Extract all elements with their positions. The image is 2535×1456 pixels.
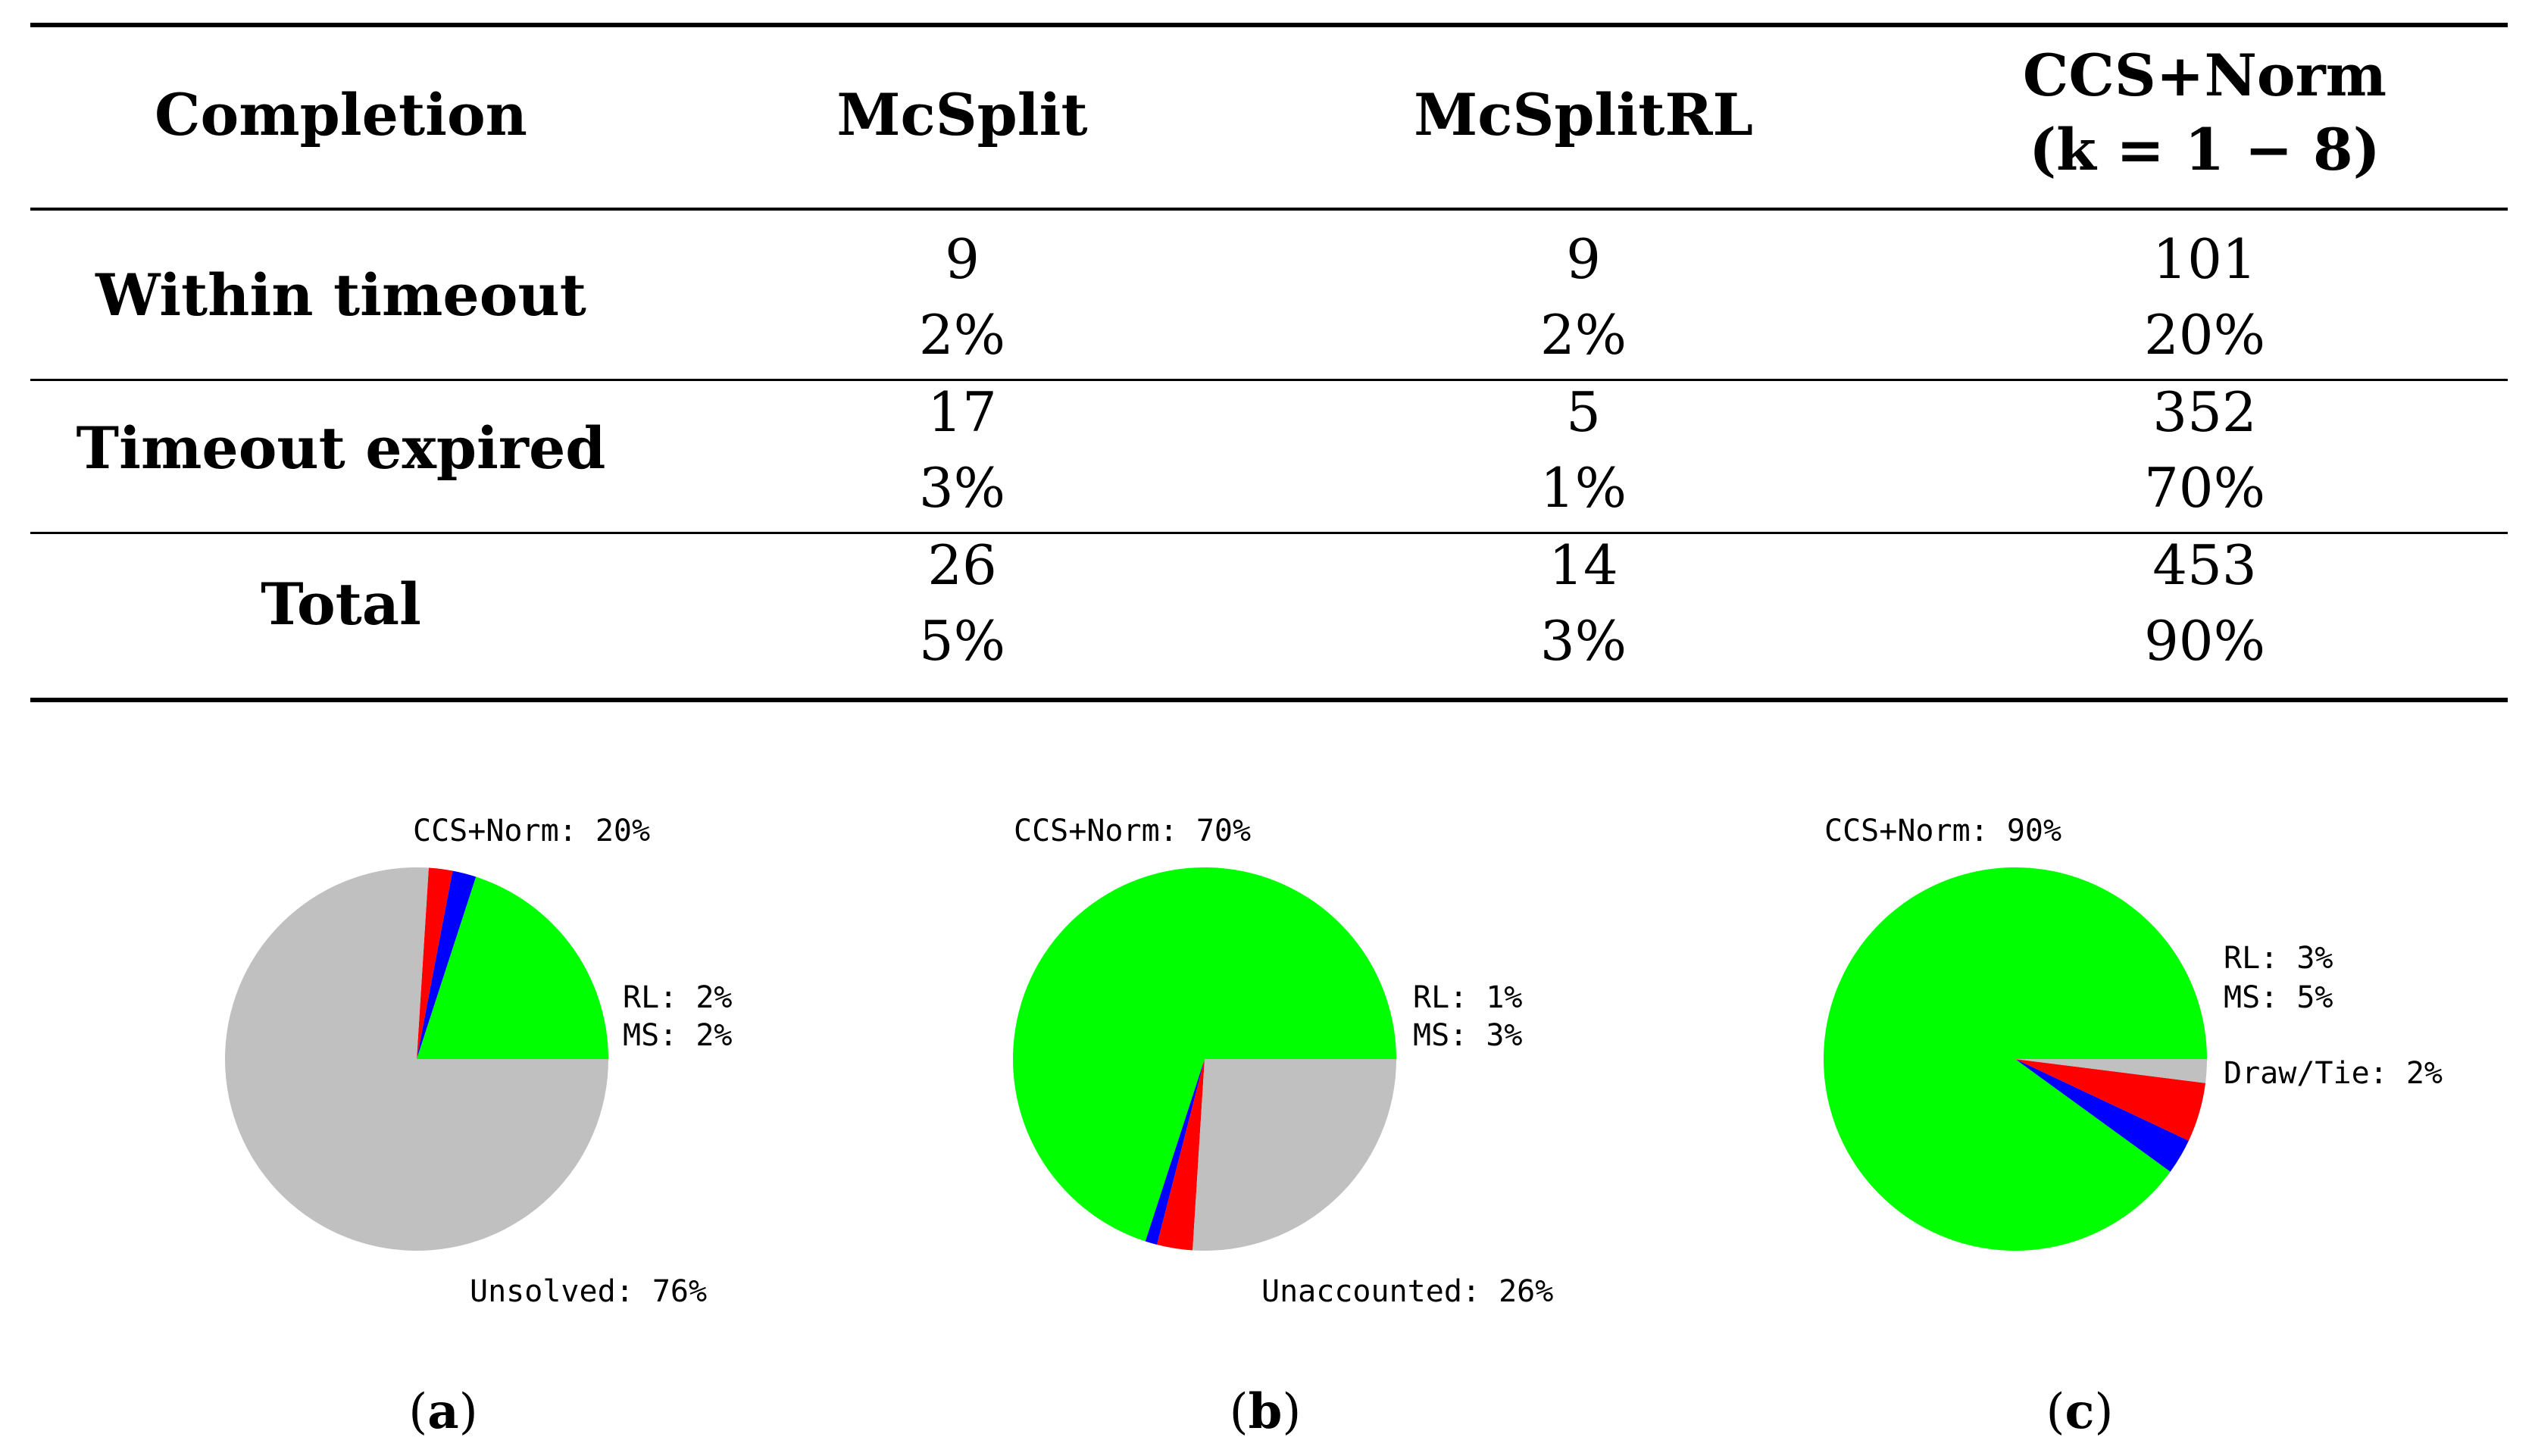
cell-count: 5	[1566, 380, 1601, 444]
pie-label: Unsolved: 76%	[470, 1274, 707, 1309]
pie-label: MS: 5%	[2224, 980, 2333, 1015]
row-label-timeout-expired: Timeout expired	[76, 414, 606, 482]
pie-label: CCS+Norm: 70%	[1014, 814, 1251, 848]
pie-label: Draw/Tie: 2%	[2224, 1056, 2443, 1091]
cell-pct: 20%	[2143, 303, 2266, 367]
bottom-rule	[30, 698, 2508, 702]
pie-label: CCS+Norm: 90%	[1824, 814, 2061, 848]
cell-count: 26	[927, 533, 997, 597]
pie-slice-ms	[1157, 1059, 1205, 1251]
pie-label: MS: 2%	[623, 1018, 733, 1053]
pie-slice-rl	[2015, 1059, 2189, 1172]
pie-slice-rl	[417, 870, 477, 1059]
cell-pct: 3%	[918, 456, 1006, 520]
pie-slice-draw-tie	[2015, 1059, 2207, 1083]
pie-label: RL: 3%	[2224, 941, 2333, 976]
pie-slice-ms	[2015, 1059, 2206, 1141]
pie-slice-unaccounted	[1192, 1059, 1397, 1251]
pie-slice-ccs-norm	[1013, 867, 1396, 1242]
cell-count: 14	[1549, 533, 1618, 597]
top-rule	[30, 23, 2508, 27]
row-rule-2	[30, 532, 2508, 534]
pie-caption: (a)	[408, 1383, 477, 1440]
cell-pct: 2%	[918, 303, 1006, 367]
pie-caption: (c)	[2046, 1383, 2114, 1440]
pie-label: MS: 3%	[1413, 1018, 1523, 1053]
cell-pct: 90%	[2143, 609, 2266, 673]
row-label-total: Total	[261, 570, 421, 638]
pie-charts: CCS+Norm: 20% RL: 2%MS: 2% Unsolved: 76% (a…	[225, 814, 2443, 1440]
cell-count: 9	[945, 227, 980, 291]
pie-slice-ms	[417, 867, 453, 1059]
header-rule	[30, 208, 2508, 211]
cell-pct: 1%	[1539, 456, 1627, 520]
cell-count: 17	[927, 380, 997, 444]
pie-slice-ccs-norm	[417, 876, 608, 1059]
header-mcsplit: McSplit	[836, 81, 1088, 148]
header-ccs-norm: CCS+Norm	[2022, 42, 2387, 109]
cell-count: 352	[2152, 380, 2257, 444]
pie-slice-unsolved	[225, 867, 609, 1251]
pie-label: Unaccounted: 26%	[1261, 1274, 1553, 1309]
pie-slice-ccs-norm	[1823, 867, 2207, 1251]
cell-pct: 3%	[1539, 609, 1627, 673]
header-ccs-norm-k: (k = 1 − 8)	[2029, 116, 2380, 183]
cell-pct: 70%	[2143, 456, 2266, 520]
pie-slice-rl	[1145, 1059, 1205, 1245]
cell-count: 9	[1566, 227, 1601, 291]
header-mcsplitrl: McSplitRL	[1414, 81, 1753, 148]
cell-pct: 2%	[1539, 303, 1627, 367]
pie-caption: (b)	[1230, 1383, 1302, 1440]
row-label-within-timeout: Within timeout	[95, 261, 586, 329]
pie-charts-area: CCS+Norm: 20% RL: 2% MS: 2% Unsolved: 76% (a…	[0, 758, 2535, 1456]
cell-count: 101	[2152, 227, 2257, 291]
pie-label: RL: 1%	[1413, 980, 1523, 1015]
header-completion: Completion	[155, 81, 527, 148]
row-rule-1	[30, 379, 2508, 381]
pie-label: RL: 2%	[623, 980, 733, 1015]
pie-label: CCS+Norm: 20%	[413, 814, 650, 848]
cell-pct: 5%	[918, 609, 1006, 673]
cell-count: 453	[2152, 533, 2257, 597]
